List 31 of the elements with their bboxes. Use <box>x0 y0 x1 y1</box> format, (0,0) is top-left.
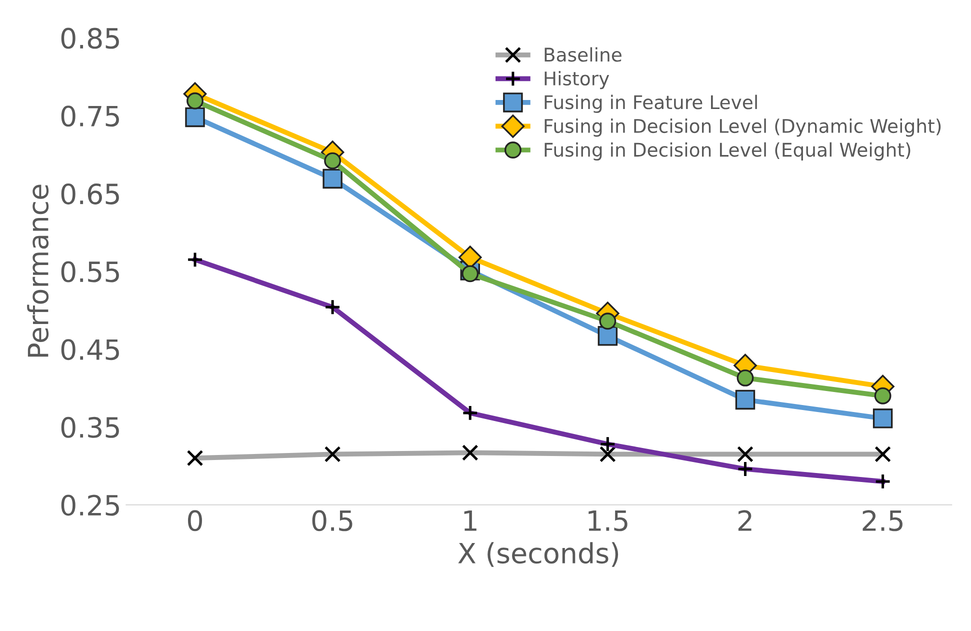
point <box>185 107 205 128</box>
point <box>598 326 618 346</box>
point <box>324 152 342 170</box>
point <box>462 265 479 282</box>
y-tick-label: 0.65 <box>61 183 119 204</box>
x-tick-label: 1 <box>464 510 476 531</box>
x-tick-label: 2.5 <box>862 510 902 532</box>
point <box>872 408 893 428</box>
y-tick-label: 0.35 <box>61 416 119 438</box>
legend-label: Fusing in Decision Level (Dynamic Weight) <box>544 118 941 137</box>
point <box>322 168 342 189</box>
y-tick-label: 0.55 <box>61 261 119 282</box>
x-tick-label: 1.5 <box>588 510 628 532</box>
legend-label: History <box>544 71 610 90</box>
y-tick-label: 0.85 <box>61 28 119 49</box>
x-axis-title: X (seconds) <box>458 542 618 567</box>
point <box>874 387 892 404</box>
x-tick-label: 0 <box>188 510 202 532</box>
x-tick-label: 2 <box>738 510 752 531</box>
legend-label: Fusing in Decision Level (Equal Weight) <box>544 142 910 160</box>
point <box>186 92 204 110</box>
y-tick-label: 0.45 <box>61 339 119 360</box>
legend-label: Fusing in Feature Level <box>544 94 757 113</box>
y-tick-label: 0.25 <box>61 494 119 516</box>
y-axis-title: Performance <box>27 184 49 357</box>
y-tick-label: 0.75 <box>61 106 119 127</box>
point <box>736 369 754 386</box>
legend-label: Baseline <box>544 47 622 62</box>
x-tick-label: 0.5 <box>312 510 352 532</box>
point <box>735 390 756 410</box>
point <box>599 312 616 330</box>
